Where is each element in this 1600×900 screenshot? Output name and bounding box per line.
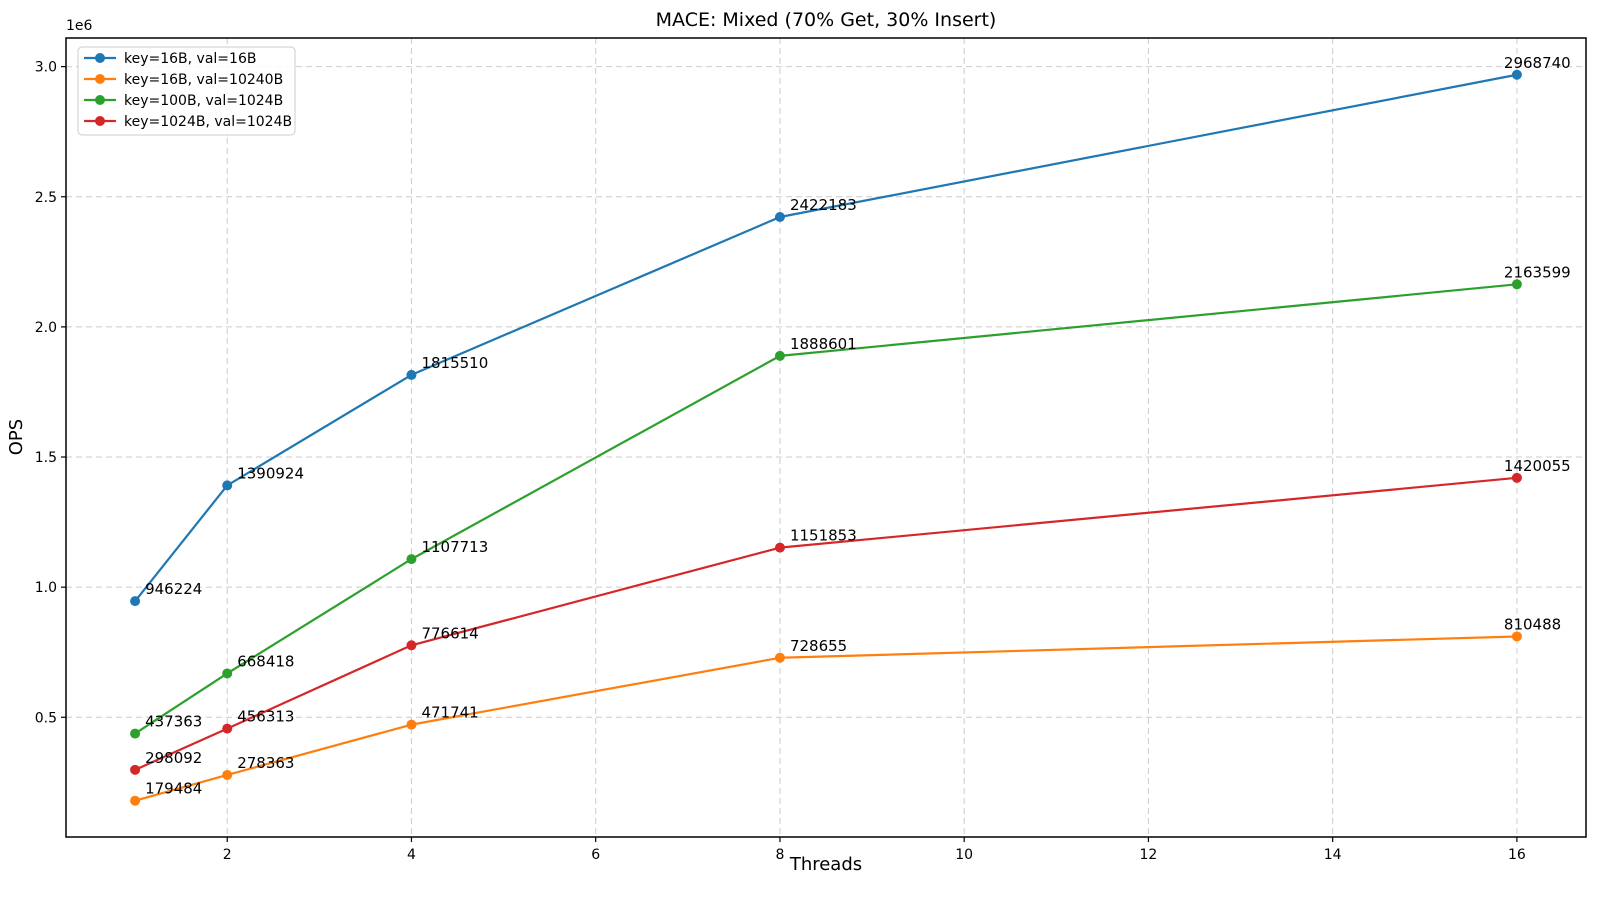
- legend-swatch-marker: [95, 95, 105, 105]
- data-point-label: 298092: [145, 749, 202, 767]
- x-tick-label: 10: [955, 847, 973, 863]
- x-tick-label: 8: [775, 847, 784, 863]
- data-point-label: 278363: [237, 754, 294, 772]
- y-tick-label: 3.0: [35, 60, 57, 76]
- y-axis-offset-text: 1e6: [66, 18, 93, 34]
- data-point: [1511, 279, 1522, 290]
- data-point: [130, 596, 141, 607]
- data-point: [1511, 69, 1522, 80]
- y-axis-label: OPS: [6, 419, 27, 455]
- x-axis-label: Threads: [789, 854, 862, 875]
- data-point-label: 471741: [421, 704, 478, 722]
- x-tick-label: 6: [591, 847, 600, 863]
- data-point: [406, 369, 417, 380]
- data-point-label: 1815510: [421, 354, 488, 372]
- legend-item-label: key=16B, val=16B: [124, 51, 256, 67]
- legend-item-label: key=100B, val=1024B: [124, 93, 283, 109]
- y-tick-label: 0.5: [35, 710, 57, 726]
- y-tick-label: 2.5: [35, 190, 57, 206]
- x-tick-label: 2: [223, 847, 232, 863]
- data-point: [1511, 631, 1522, 642]
- x-tick-label: 14: [1324, 847, 1342, 863]
- data-point-label: 810488: [1504, 615, 1561, 633]
- data-point-label: 179484: [145, 780, 202, 798]
- grid-layer: [66, 38, 1586, 837]
- data-point: [130, 764, 141, 775]
- data-point: [130, 795, 141, 806]
- data-point-label: 946224: [145, 580, 202, 598]
- x-tick-label: 4: [407, 847, 416, 863]
- data-point: [406, 719, 417, 730]
- data-point-label: 1151853: [790, 527, 857, 545]
- data-point: [406, 640, 417, 651]
- chart-title: MACE: Mixed (70% Get, 30% Insert): [656, 9, 997, 31]
- data-point: [774, 542, 785, 553]
- legend-layer: key=16B, val=16B key=16B, val=10240B key=1…: [77, 46, 296, 136]
- data-point-label: 668418: [237, 652, 294, 670]
- data-point-label: 1420055: [1504, 457, 1571, 475]
- data-point: [406, 554, 417, 565]
- data-point-label: 2968740: [1504, 54, 1571, 72]
- y-tick-label: 1.0: [35, 580, 57, 596]
- series-line-1: [133, 635, 1519, 802]
- data-point-label: 776614: [421, 624, 478, 642]
- data-point: [774, 652, 785, 663]
- data-point: [222, 723, 233, 734]
- data-point-label: 437363: [145, 713, 202, 731]
- data-point: [774, 212, 785, 223]
- x-tick-label: 12: [1140, 847, 1158, 863]
- axis-layer: 2 4 6 8 10 12 14 16 0.5 1.0 1.5 2.0 2.5 3.0: [35, 37, 1587, 863]
- legend-box: [77, 46, 296, 136]
- legend-swatch-marker: [95, 116, 105, 126]
- data-point-label: 1888601: [790, 335, 857, 353]
- data-point-label: 2422183: [790, 196, 857, 214]
- data-point: [130, 728, 141, 739]
- x-tick-label: 16: [1508, 847, 1526, 863]
- data-point: [774, 350, 785, 361]
- series-line-3: [133, 476, 1519, 771]
- data-layer: 946224 1390924 1815510 2422183 2968740 179484…: [130, 54, 1571, 806]
- legend-item-label: key=16B, val=10240B: [124, 72, 283, 88]
- data-point-label: 1107713: [421, 538, 488, 556]
- data-point: [1511, 472, 1522, 483]
- legend-item-label: key=1024B, val=1024B: [124, 114, 292, 130]
- data-point: [222, 769, 233, 780]
- y-tick-label: 2.0: [35, 320, 57, 336]
- data-point: [222, 480, 233, 491]
- y-tick-label: 1.5: [35, 450, 57, 466]
- data-point-label: 1390924: [237, 464, 304, 482]
- data-point: [222, 668, 233, 679]
- legend-swatch-marker: [95, 74, 105, 84]
- data-point-label: 728655: [790, 637, 847, 655]
- plot-border: [65, 37, 1587, 838]
- data-point-label: 456313: [237, 708, 294, 726]
- legend-swatch-marker: [95, 53, 105, 63]
- data-point-label: 2163599: [1504, 263, 1571, 281]
